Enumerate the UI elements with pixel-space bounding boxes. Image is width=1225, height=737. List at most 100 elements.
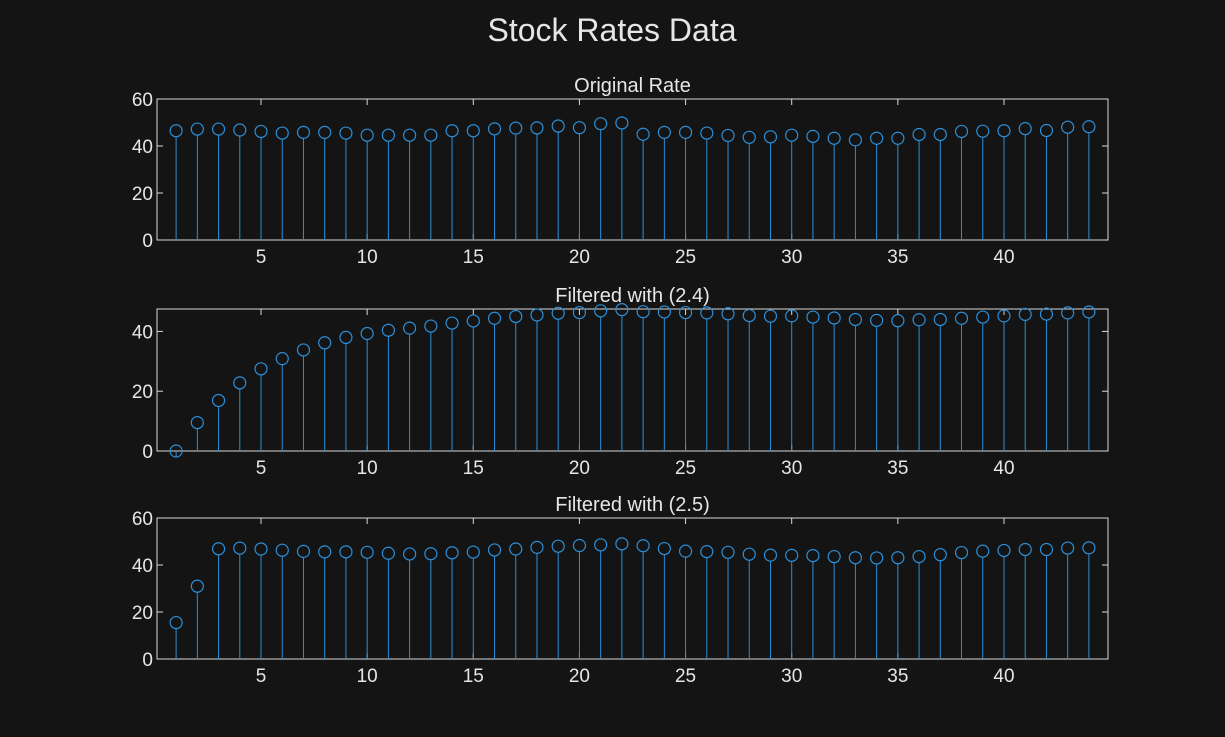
axes-frame [156, 308, 1109, 452]
stem-marker [1082, 541, 1096, 555]
stem-marker [636, 305, 650, 319]
x-tick-label: 35 [887, 247, 908, 268]
stem-marker [891, 131, 905, 145]
stem-marker [933, 548, 947, 562]
subplot-2: Filtered with (2.4) 5 10 15 20 25 30 35 40 0 20 40 [132, 285, 1109, 479]
stem-marker [190, 416, 204, 430]
stem-marker [742, 308, 756, 323]
stem-marker [296, 125, 311, 139]
stem-marker [785, 548, 799, 562]
stem-marker [615, 302, 629, 317]
stem-marker [827, 549, 841, 564]
stem-marker [1082, 120, 1096, 134]
stem-marker [678, 544, 693, 558]
stem-marker [615, 537, 629, 551]
stem-marker [211, 393, 226, 408]
stem-marker [763, 548, 778, 562]
stem-marker [827, 131, 841, 145]
stem-marker [530, 540, 544, 554]
stem-marker [530, 121, 544, 135]
stem-marker [318, 336, 332, 350]
x-tick-label: 5 [256, 247, 267, 268]
y-tick-label: 20 [132, 184, 153, 205]
x-tick-label: 10 [357, 666, 378, 687]
stem-marker [318, 545, 332, 559]
y-tick-label: 20 [132, 382, 153, 403]
y-tick-label: 0 [142, 650, 153, 671]
stem-marker [169, 615, 183, 630]
y-tick-label: 40 [132, 137, 153, 158]
stem-marker [211, 542, 226, 556]
stem-marker [700, 545, 714, 559]
stem-marker [615, 116, 629, 130]
stem-marker [296, 544, 311, 558]
x-tick-label: 5 [256, 666, 267, 687]
x-tick-label: 10 [357, 247, 378, 268]
stem-marker [487, 311, 502, 325]
stem-marker [1039, 123, 1054, 138]
stem-marker [445, 546, 459, 560]
stem-marker [657, 541, 671, 556]
stem-marker [190, 122, 204, 136]
stem-marker [763, 309, 778, 323]
stem-marker [211, 122, 226, 136]
stem-marker [848, 133, 862, 147]
stem-marker [806, 548, 820, 563]
stem-marker [233, 123, 247, 137]
stem-marker [976, 544, 990, 558]
stem-marker [763, 130, 778, 144]
x-tick-label: 30 [781, 247, 802, 268]
stem-marker [339, 545, 353, 559]
x-tick-label: 25 [675, 666, 696, 687]
stem-marker [721, 128, 735, 143]
stem-marker [870, 313, 884, 327]
x-tick-label: 40 [993, 666, 1014, 687]
stem-marker [466, 314, 480, 328]
x-tick-label: 20 [569, 666, 590, 687]
stem-marker [190, 579, 204, 593]
stem-marker [275, 543, 289, 557]
x-tick-label: 5 [256, 458, 267, 479]
x-tick-label: 30 [781, 458, 802, 479]
stem-marker [891, 314, 905, 328]
stem-marker [254, 542, 268, 556]
stem-marker [233, 541, 247, 555]
stem-marker [381, 323, 395, 337]
stem-marker [1039, 542, 1054, 557]
stem-marker [912, 127, 926, 142]
axes-frame [156, 517, 1109, 660]
stem-marker [572, 305, 587, 320]
stem-marker [1018, 307, 1032, 321]
stem-marker [933, 312, 947, 327]
y-tick-label: 40 [132, 556, 153, 577]
stem-marker [997, 543, 1011, 558]
stem-marker [806, 310, 820, 324]
stem-marker [721, 307, 735, 321]
x-tick-label: 35 [887, 666, 908, 687]
y-tick-label: 20 [132, 603, 153, 624]
stem-marker [381, 128, 395, 142]
stem-marker [954, 311, 969, 325]
x-tick-label: 15 [463, 666, 484, 687]
stem-marker [678, 305, 693, 320]
stem-marker [254, 362, 268, 376]
stem-marker [721, 545, 735, 559]
x-tick-label: 25 [675, 458, 696, 479]
stem-marker [169, 444, 183, 458]
stem-marker [360, 545, 374, 559]
stem-marker [487, 122, 502, 136]
stem-marker [933, 127, 947, 142]
stem-marker [742, 547, 756, 561]
stem-marker [997, 124, 1011, 138]
stem-marker [1018, 542, 1032, 557]
stem-marker [806, 129, 820, 143]
stem-marker [1039, 307, 1054, 321]
x-tick-label: 15 [463, 247, 484, 268]
stem-marker [381, 546, 395, 560]
stem-marker [551, 539, 565, 553]
y-tick-label: 40 [132, 322, 153, 343]
stem-marker [275, 352, 289, 366]
stem-marker [785, 309, 799, 323]
